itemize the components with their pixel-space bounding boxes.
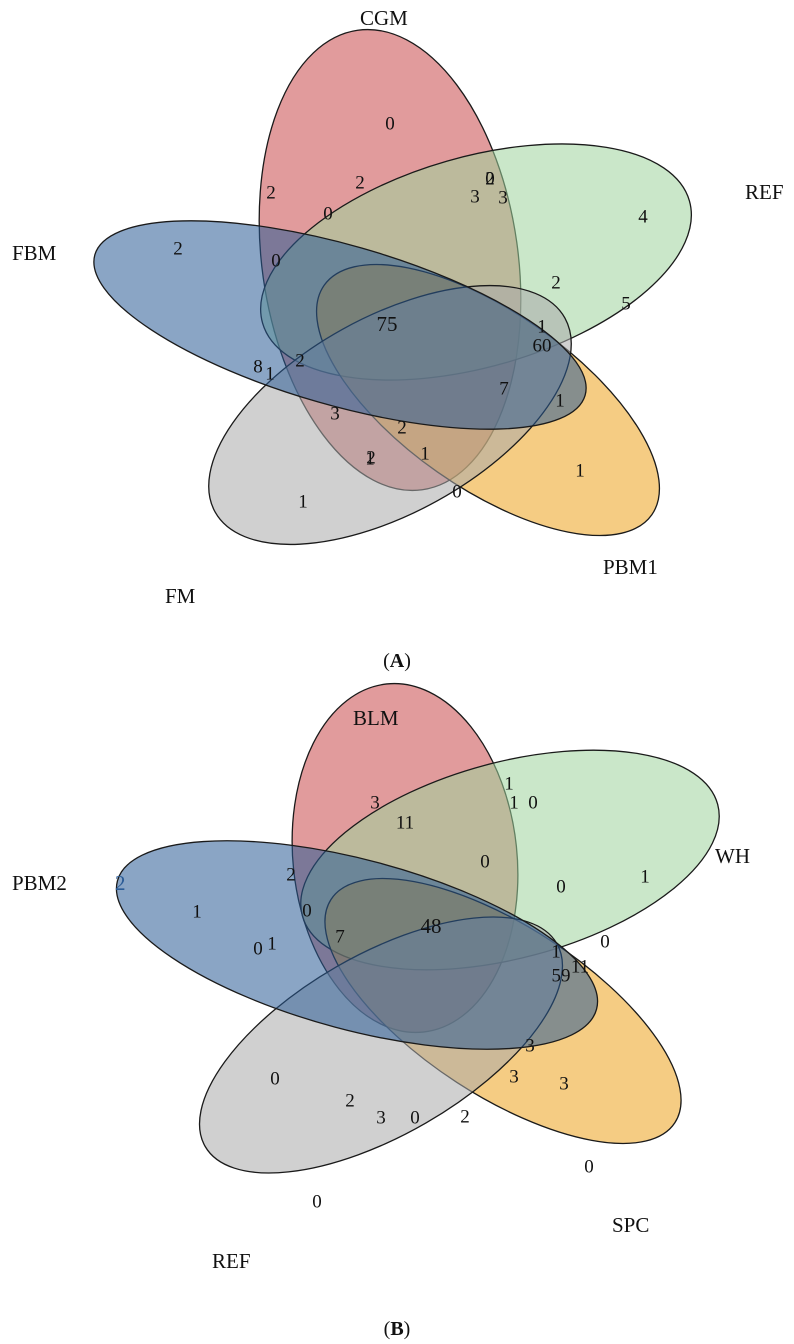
region-count: 2 <box>485 168 495 189</box>
set-label-fm: FM <box>165 584 196 608</box>
set-ellipse-fbm <box>93 220 587 430</box>
region-count: 1 <box>504 773 514 794</box>
caption-b: (B) <box>383 1318 411 1340</box>
region-count: 2 <box>295 350 305 371</box>
region-count: 1 <box>420 443 430 464</box>
region-count: 7 <box>335 926 345 947</box>
region-count: 1 <box>267 933 277 954</box>
set-label-spc: SPC <box>612 1213 649 1237</box>
region-count: 60 <box>533 335 552 356</box>
region-count: 3 <box>498 187 508 208</box>
region-count: 2 <box>397 417 407 438</box>
set-label-pbm1: PBM1 <box>603 555 658 579</box>
region-count: 0 <box>385 113 395 134</box>
region-count: 1 <box>298 491 308 512</box>
region-count: 75 <box>377 312 398 336</box>
set-label-cgm: CGM <box>360 6 408 30</box>
region-count: 1 <box>537 316 547 337</box>
venn-panel-a: 0 4 1 1 2 2 0 5 1 0 1 0 8 1 2 2 1 3 2 3 7 2 0 2 3 1 60 2 75 CGM REF … <box>0 0 794 608</box>
region-count: 0 <box>584 1156 594 1177</box>
set-label-ref-b: REF <box>212 1249 251 1273</box>
region-count: 0 <box>323 203 333 224</box>
region-count: 3 <box>370 792 380 813</box>
region-count: 1 <box>575 460 585 481</box>
region-count: 7 <box>499 378 509 399</box>
region-count: 1 <box>640 866 650 887</box>
venn-panel-b: 11 1 0 0 1 3 0 0 3 2 3 1 0 0 0 1 1 7 0 0 3 3 2 1 0 11 59 2 48 BLM WH… <box>0 668 794 1288</box>
region-count: 0 <box>410 1107 420 1128</box>
caption-a: (A) <box>383 650 411 672</box>
region-count: 2 <box>366 447 376 468</box>
region-count: 3 <box>509 1066 519 1087</box>
region-count: 1 <box>509 792 519 813</box>
region-count: 0 <box>556 876 566 897</box>
region-count: 0 <box>271 250 281 271</box>
region-count: 0 <box>480 851 490 872</box>
region-count: 3 <box>559 1073 569 1094</box>
region-count: 3 <box>470 186 480 207</box>
region-count: 5 <box>621 293 631 314</box>
region-count: 2 <box>460 1106 470 1127</box>
region-count: 0 <box>600 931 610 952</box>
set-label-blm: BLM <box>353 706 399 730</box>
region-count: 2 <box>173 238 183 259</box>
region-count: 0 <box>270 1068 280 1089</box>
region-count: 1 <box>265 363 275 384</box>
set-label-wh: WH <box>715 844 750 868</box>
stray-mark: 2 <box>115 871 126 895</box>
region-count: 2 <box>355 172 365 193</box>
set-ellipse-pbm2 <box>115 840 599 1050</box>
region-count: 0 <box>253 938 263 959</box>
region-count: 59 <box>552 965 571 986</box>
region-count: 3 <box>525 1035 535 1056</box>
region-count: 0 <box>485 168 495 189</box>
region-count: 1 <box>555 390 565 411</box>
set-label-fbm: FBM <box>12 241 57 265</box>
region-count: 1 <box>551 941 561 962</box>
region-count: 3 <box>330 403 340 424</box>
region-count: 0 <box>452 481 462 502</box>
region-count: 2 <box>551 272 561 293</box>
region-count: 2 <box>266 182 276 203</box>
set-label-ref: REF <box>745 180 784 204</box>
region-count: 0 <box>528 792 538 813</box>
region-count: 2 <box>286 864 296 885</box>
region-count: 0 <box>302 900 312 921</box>
region-count: 2 <box>345 1090 355 1111</box>
region-count: 8 <box>253 356 263 377</box>
region-count: 11 <box>396 812 414 833</box>
region-count: 48 <box>421 914 442 938</box>
region-count: 4 <box>638 206 648 227</box>
region-count: 1 <box>192 901 202 922</box>
region-count: 0 <box>312 1191 322 1212</box>
set-label-pbm2: PBM2 <box>12 871 67 895</box>
region-count: 3 <box>376 1107 386 1128</box>
region-count: 11 <box>571 956 589 977</box>
region-count: 1 <box>365 448 375 469</box>
